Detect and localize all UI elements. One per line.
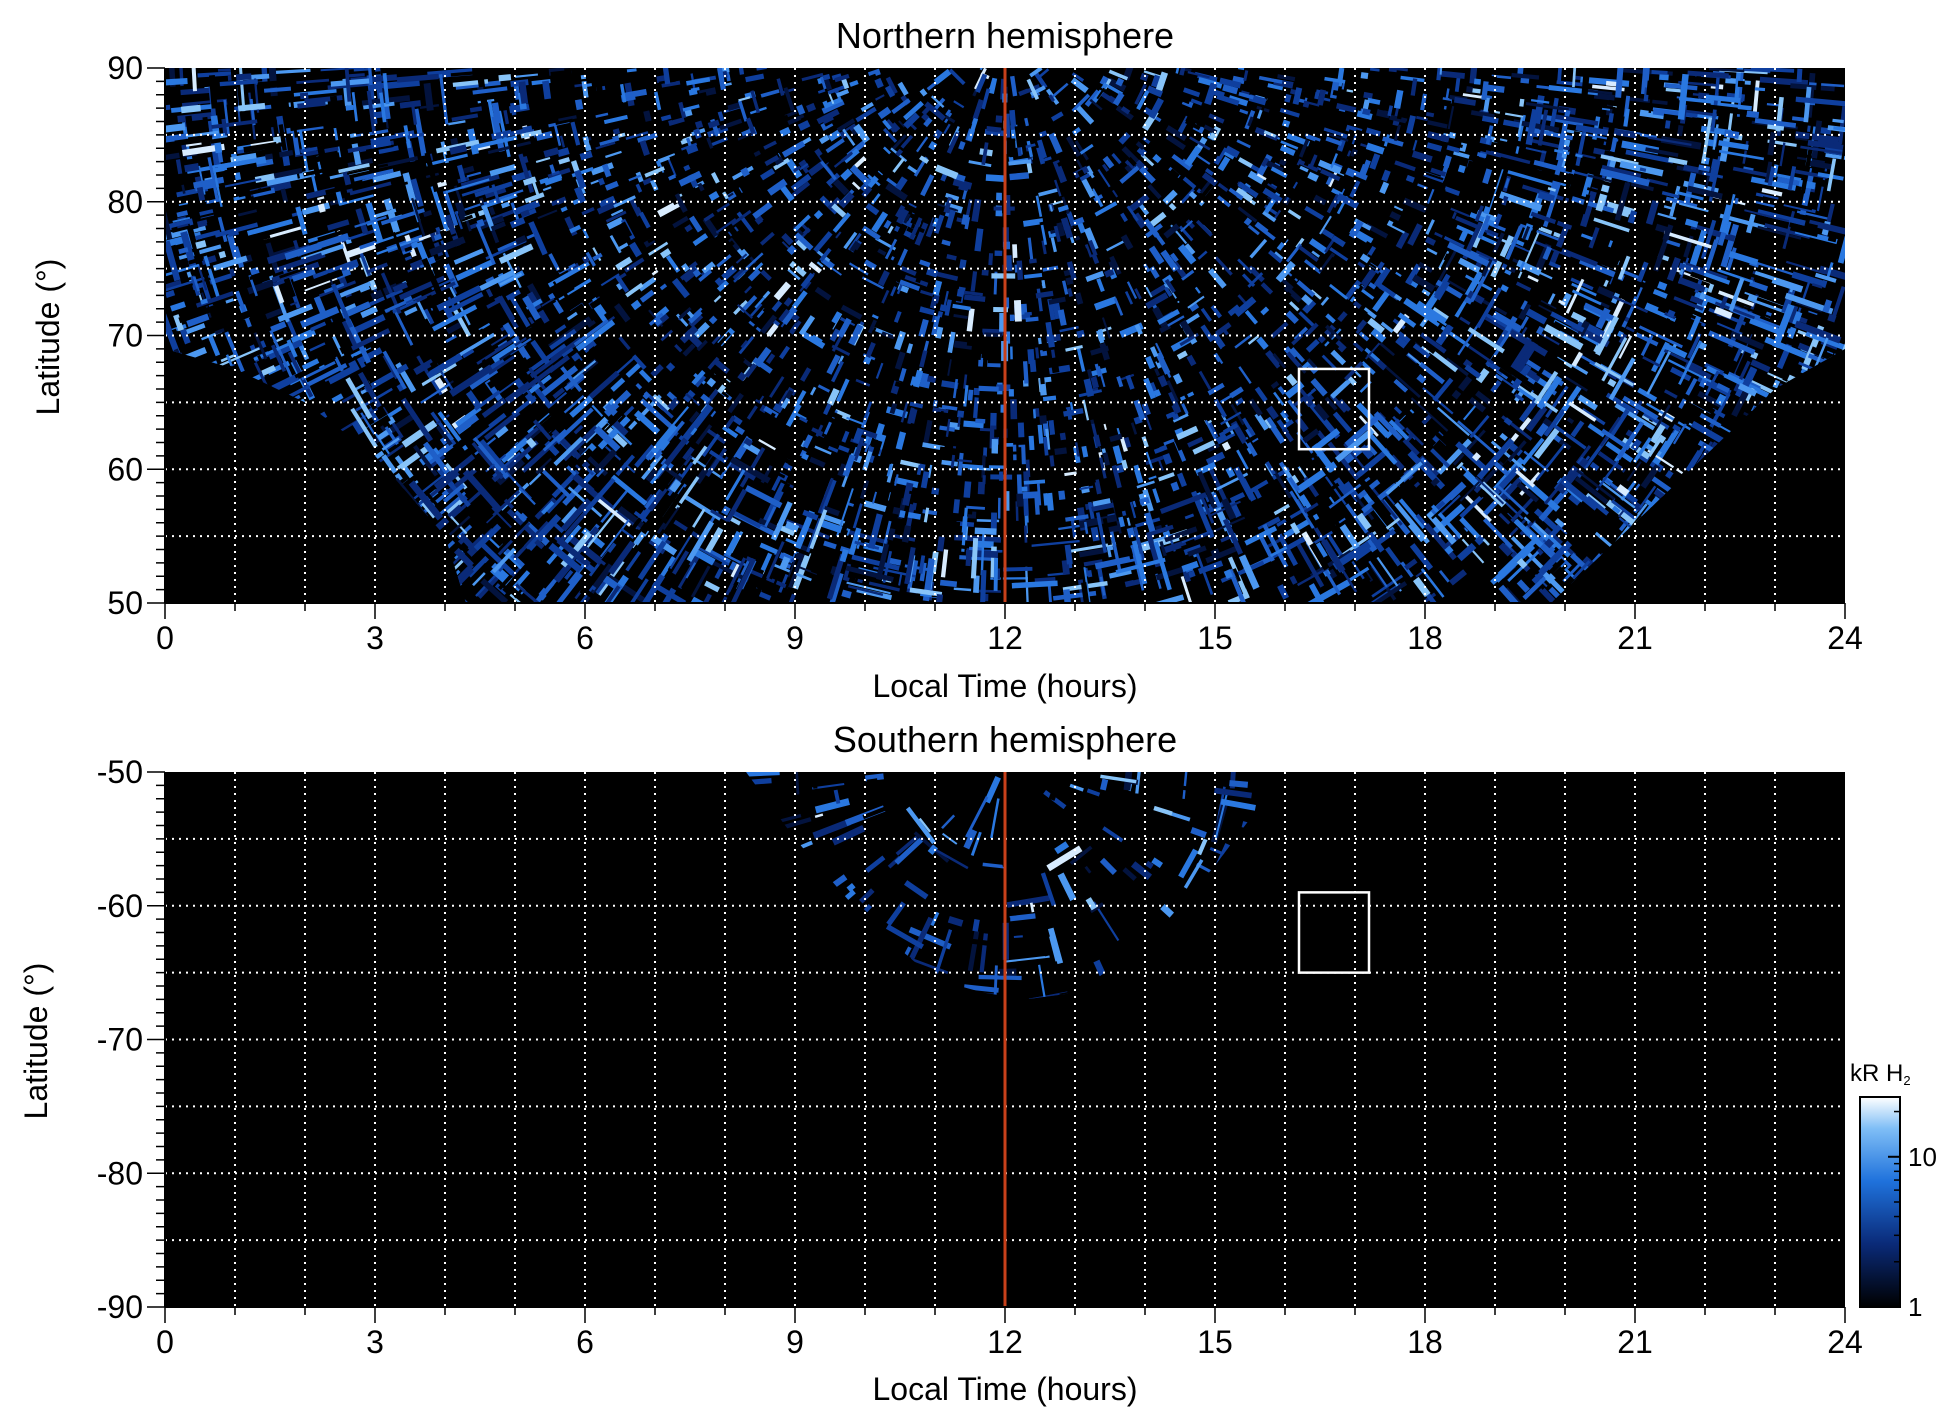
colorbar-gradient bbox=[1859, 1096, 1901, 1308]
y-tick-label: -90 bbox=[97, 1289, 143, 1325]
x-axis-label-northern: Local Time (hours) bbox=[873, 668, 1138, 704]
y-tick-label: 50 bbox=[107, 585, 143, 621]
colorbar-ticks: 1 10 bbox=[1888, 1110, 1937, 1322]
panel-title-southern: Southern hemisphere bbox=[833, 719, 1177, 760]
y-tick-label: -50 bbox=[97, 754, 143, 790]
x-tick-label: 18 bbox=[1407, 620, 1443, 656]
x-tick-label: 0 bbox=[156, 620, 174, 656]
y-tick-label: -80 bbox=[97, 1155, 143, 1191]
x-tick-label: 15 bbox=[1197, 1324, 1233, 1360]
colorbar-tick-label: 1 bbox=[1908, 1292, 1922, 1322]
colorbar: kR H2 1 10 bbox=[1850, 1060, 1937, 1322]
colorbar-unit-subscript: 2 bbox=[1903, 1073, 1910, 1088]
x-tick-label: 3 bbox=[366, 620, 384, 656]
x-tick-label: 0 bbox=[156, 1324, 174, 1360]
x-tick-label: 24 bbox=[1827, 620, 1863, 656]
panel-southern: Southern hemisphere 0 3 6 9 12 15 18 21 24 -90 -80… bbox=[18, 719, 1863, 1407]
x-tick-label: 3 bbox=[366, 1324, 384, 1360]
y-axis-label-southern: Latitude (°) bbox=[18, 963, 54, 1120]
colorbar-unit-text: kR H bbox=[1850, 1060, 1903, 1087]
y-tick-label: 90 bbox=[107, 50, 143, 86]
colorbar-tick-label: 10 bbox=[1908, 1142, 1937, 1172]
y-tick-label: 80 bbox=[107, 184, 143, 220]
x-tick-label: 12 bbox=[987, 1324, 1023, 1360]
x-tick-label: 15 bbox=[1197, 620, 1233, 656]
x-tick-label: 6 bbox=[576, 1324, 594, 1360]
plot-area-southern: 0 3 6 9 12 15 18 21 24 -90 -80 -70 -60 -50 bbox=[97, 754, 1863, 1360]
highlight-box bbox=[1297, 891, 1371, 974]
panel-northern: Northern hemisphere 0 3 6 9 12 15 18 21 24 50 60 70… bbox=[30, 15, 1863, 704]
grid-lines bbox=[165, 772, 1845, 1307]
x-tick-label: 6 bbox=[576, 620, 594, 656]
highlight-box bbox=[1297, 367, 1371, 451]
panel-title-northern: Northern hemisphere bbox=[836, 15, 1174, 56]
x-tick-label: 9 bbox=[786, 1324, 804, 1360]
emission-texture bbox=[165, 68, 1845, 603]
x-tick-label: 9 bbox=[786, 620, 804, 656]
y-tick-label: -70 bbox=[97, 1022, 143, 1058]
x-tick-label: 12 bbox=[987, 620, 1023, 656]
x-tick-label: 24 bbox=[1827, 1324, 1863, 1360]
y-tick-label: -60 bbox=[97, 888, 143, 924]
x-axis-label-southern: Local Time (hours) bbox=[873, 1371, 1138, 1407]
x-tick-label: 21 bbox=[1617, 1324, 1653, 1360]
colorbar-unit-label: kR H2 bbox=[1850, 1060, 1911, 1088]
y-tick-label: 70 bbox=[107, 318, 143, 354]
y-tick-label: 60 bbox=[107, 451, 143, 487]
x-tick-label: 18 bbox=[1407, 1324, 1443, 1360]
plot-area-northern: 0 3 6 9 12 15 18 21 24 50 60 70 80 90 bbox=[107, 50, 1863, 656]
y-axis-label-northern: Latitude (°) bbox=[30, 259, 66, 416]
x-tick-label: 21 bbox=[1617, 620, 1653, 656]
